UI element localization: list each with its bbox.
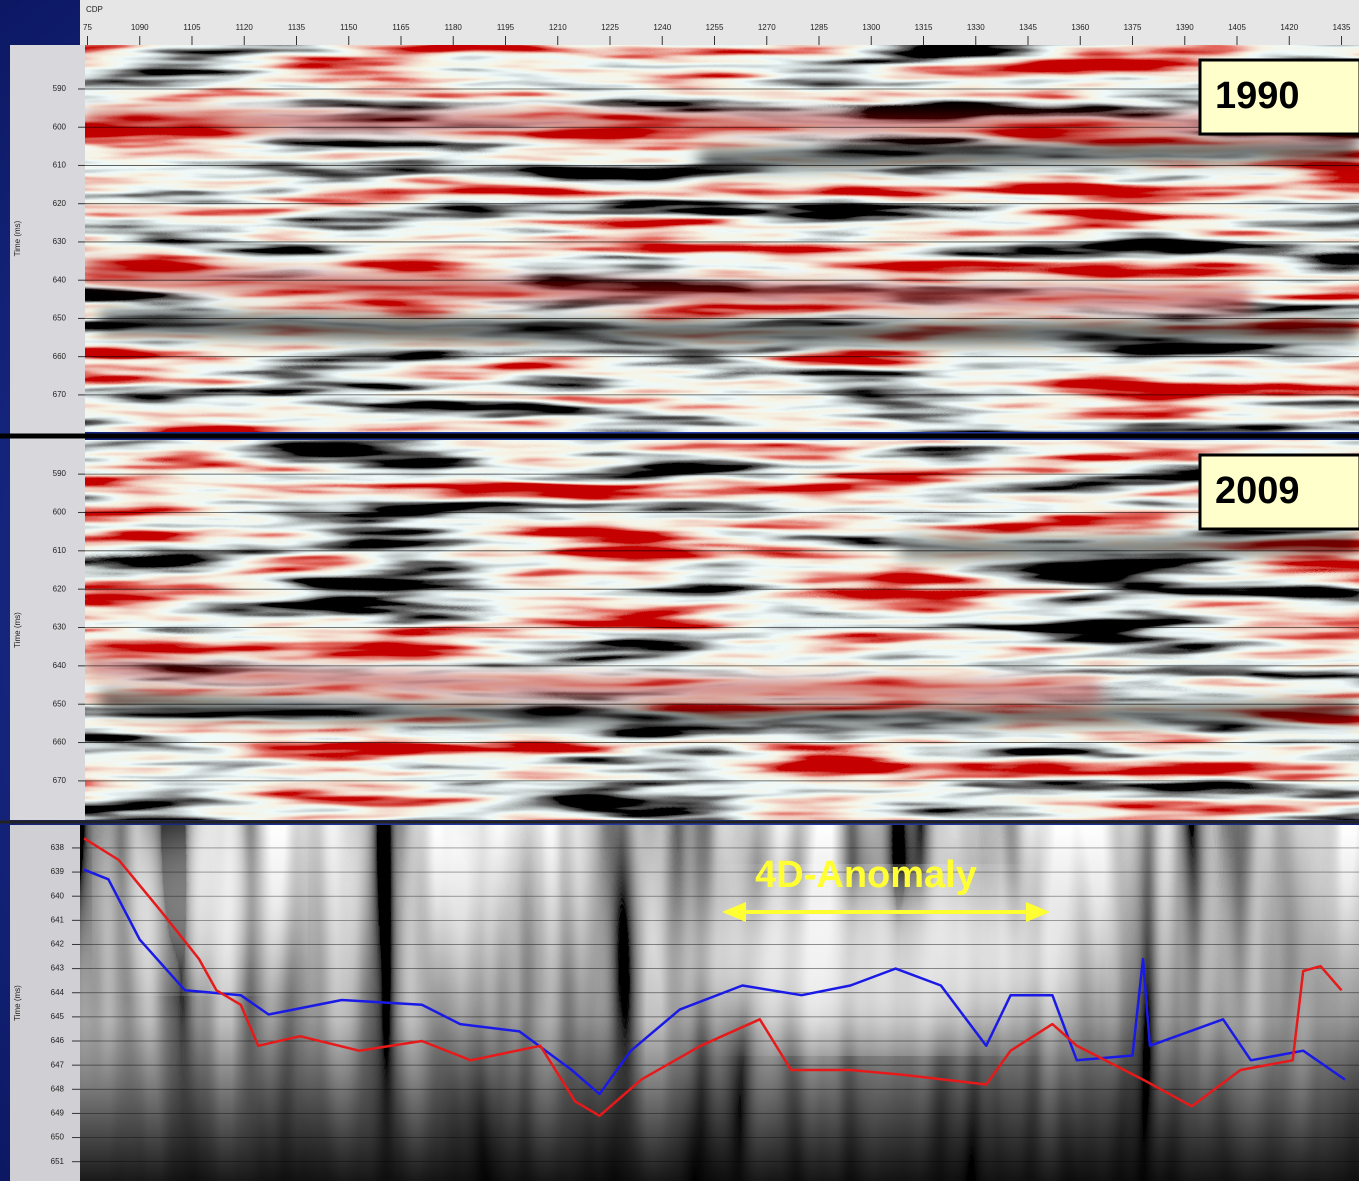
y-tick-label: 651 — [51, 1157, 65, 1166]
y-tick-label: 642 — [51, 940, 65, 949]
y-tick-label: 640 — [53, 661, 67, 670]
y-axis-label: Time (ms) — [13, 985, 22, 1021]
x-tick-label: 1135 — [288, 23, 306, 32]
y-tick-label: 645 — [51, 1012, 65, 1021]
y-tick-label: 649 — [51, 1109, 65, 1118]
year-box — [1198, 58, 1359, 136]
y-tick-label: 647 — [51, 1060, 65, 1069]
x-tick-label: 1405 — [1228, 23, 1246, 32]
x-tick-label: 1180 — [445, 23, 463, 32]
y-tick-label: 641 — [51, 915, 65, 924]
y-tick-label: 620 — [53, 199, 67, 208]
x-tick-label: 75 — [83, 23, 92, 32]
y-tick-label: 590 — [53, 469, 67, 478]
y-tick-label: 660 — [53, 738, 67, 747]
x-tick-label: 1390 — [1176, 23, 1194, 32]
y-tick-label: 644 — [51, 988, 65, 997]
x-tick-label: 1360 — [1071, 23, 1089, 32]
y-tick-label: 638 — [51, 843, 65, 852]
x-tick-label: 1330 — [967, 23, 985, 32]
x-tick-label: 1090 — [131, 23, 149, 32]
x-tick-label: 1300 — [862, 23, 880, 32]
x-tick-label: 1195 — [497, 23, 515, 32]
y-tick-label: 670 — [53, 390, 67, 399]
difference-lines — [83, 837, 1346, 1118]
x-tick-label: 1315 — [915, 23, 933, 32]
x-tick-label: 1270 — [758, 23, 776, 32]
y-tick-label: 630 — [53, 623, 67, 632]
time-axis-strip — [10, 45, 85, 820]
y-tick-label: 630 — [53, 237, 67, 246]
y-tick-label: 650 — [53, 699, 67, 708]
x-tick-label: 1225 — [601, 23, 619, 32]
year-label: 1990 — [1215, 75, 1300, 117]
arrow-head — [722, 902, 746, 922]
x-tick-label: 1150 — [340, 23, 358, 32]
time-axis-strip — [10, 825, 80, 1181]
y-tick-label: 600 — [53, 508, 67, 517]
y-tick-label: 660 — [53, 352, 67, 361]
cdp-axis-strip — [80, 0, 1359, 45]
year-label: 2009 — [1215, 470, 1300, 512]
seismic-2009 — [85, 440, 1359, 820]
difference-image — [80, 825, 1359, 1181]
y-tick-label: 620 — [53, 584, 67, 593]
x-tick-label: 1120 — [236, 23, 254, 32]
time-shift-line — [83, 837, 1343, 1118]
y-tick-label: 648 — [51, 1084, 65, 1093]
y-axis-label: Time (ms) — [13, 612, 22, 648]
x-tick-label: 1255 — [706, 23, 724, 32]
year-box — [1198, 453, 1359, 531]
seismic-1990 — [85, 45, 1359, 432]
y-tick-label: 646 — [51, 1036, 65, 1045]
y-tick-label: 643 — [51, 964, 65, 973]
x-tick-label: 1420 — [1280, 23, 1298, 32]
x-tick-label: 1375 — [1124, 23, 1142, 32]
y-tick-label: 610 — [53, 546, 67, 555]
x-tick-label: 1285 — [810, 23, 828, 32]
x-tick-label: 1210 — [549, 23, 567, 32]
x-tick-label: 1435 — [1333, 23, 1351, 32]
x-tick-label: 1165 — [392, 23, 410, 32]
y-tick-label: 650 — [53, 314, 67, 323]
cdp-axis-label: CDP — [86, 5, 103, 14]
x-tick-label: 1345 — [1019, 23, 1037, 32]
y-tick-label: 600 — [53, 122, 67, 131]
y-axis-label: Time (ms) — [13, 220, 22, 256]
y-tick-label: 640 — [53, 275, 67, 284]
y-tick-label: 610 — [53, 161, 67, 170]
time-shift-line — [83, 868, 1346, 1096]
x-tick-label: 1105 — [183, 23, 201, 32]
anomaly-label: 4D-Anomaly — [755, 854, 977, 896]
y-tick-label: 640 — [51, 891, 65, 900]
x-tick-label: 1240 — [653, 23, 671, 32]
y-tick-label: 590 — [53, 84, 67, 93]
y-tick-label: 639 — [51, 867, 65, 876]
arrow-head — [1026, 902, 1050, 922]
y-tick-label: 650 — [51, 1133, 65, 1142]
y-tick-label: 670 — [53, 776, 67, 785]
overlay: 75 1090 1105 1120 1135 1150 1165 1180 1195 1210 12… — [13, 23, 1359, 1166]
